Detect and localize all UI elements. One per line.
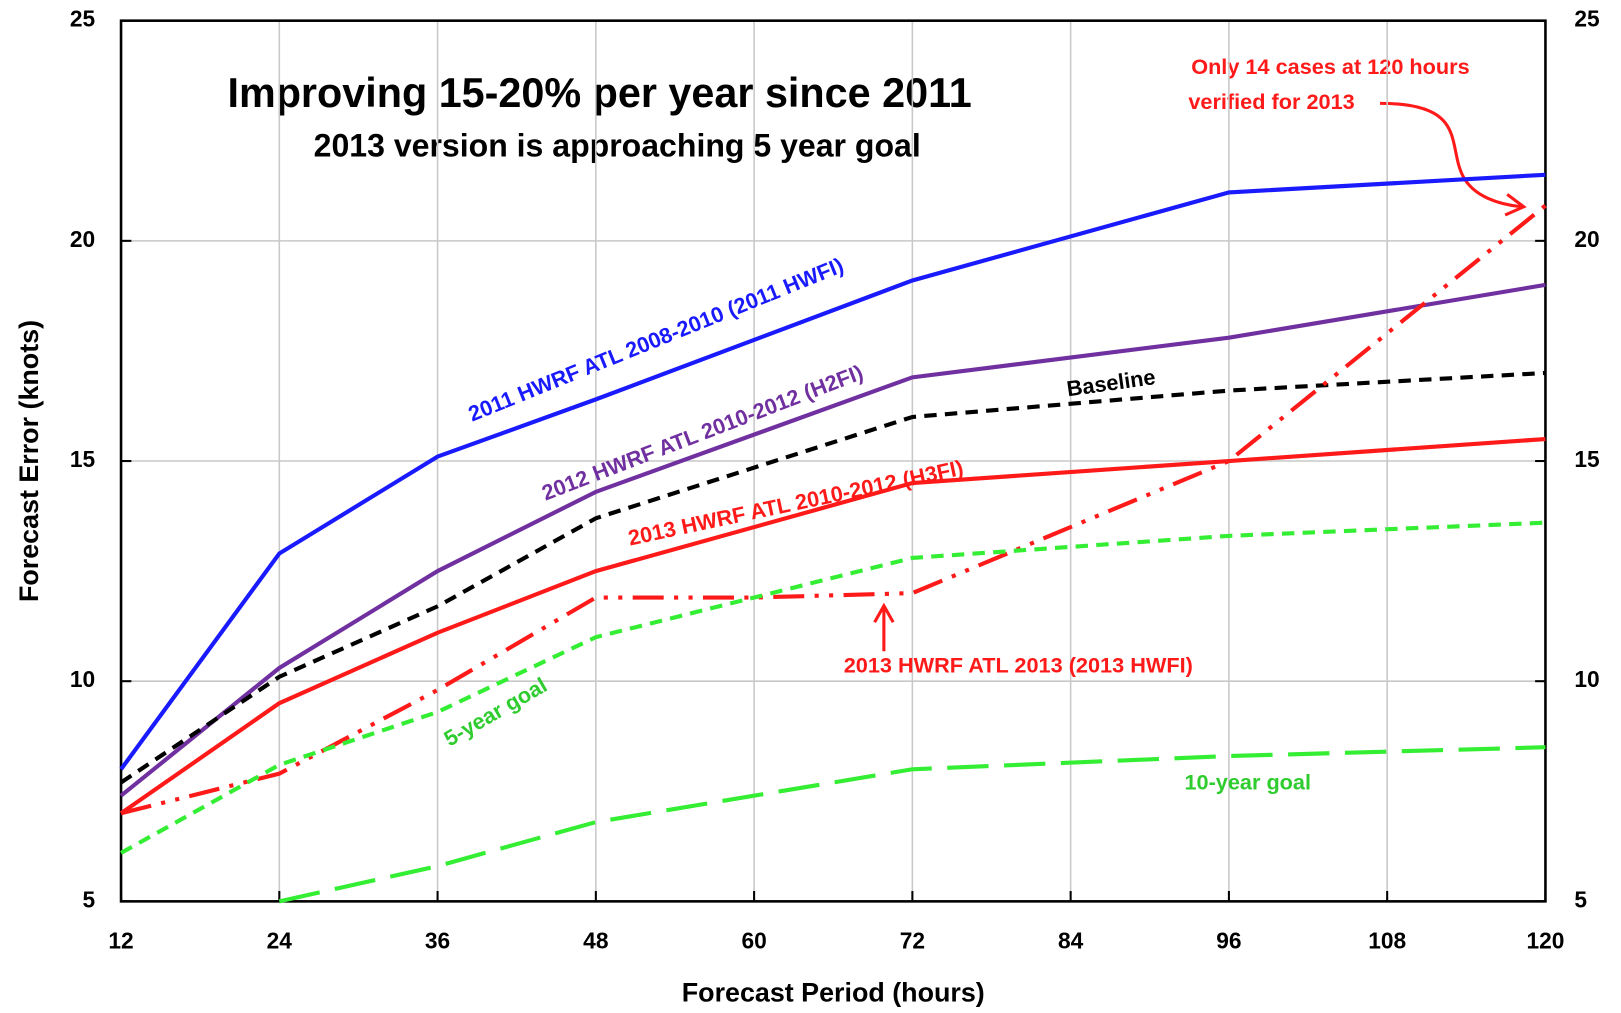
series-label: 5-year goal [440,672,552,751]
y-tick-label: 10 [70,666,95,692]
x-tick-label: 24 [267,928,293,954]
x-tick-label: 60 [741,928,766,954]
y2-tick-label: 15 [1574,446,1600,472]
series-line [278,745,1546,904]
x-tick-label: 84 [1058,928,1084,954]
annotation: Only 14 cases at 120 hours [1191,54,1469,79]
chart-title: Improving 15-20% per year since 2011 [227,70,971,116]
series-line [120,204,1547,816]
annotation-arrow [1380,101,1522,209]
x-tick-label: 72 [900,928,925,954]
x-tick-label: 36 [425,928,450,954]
series-line [119,370,1546,785]
chart-subtitle: 2013 version is approaching 5 year goal [314,127,921,163]
y-tick-label: 15 [70,446,96,472]
x-tick-label: 120 [1526,928,1564,954]
x-tick-label: 96 [1216,928,1241,954]
x-axis-title: Forecast Period (hours) [682,977,985,1007]
series-label: Baseline [1065,364,1157,401]
y2-tick-label: 5 [1574,886,1587,912]
arrow-head [1504,193,1527,217]
series-label: 10-year goal [1184,769,1311,794]
plot-frame [119,19,1547,903]
series-line [119,436,1546,815]
y2-tick-label: 20 [1574,226,1599,252]
series-line [119,282,1546,798]
y2-tick-label: 10 [1574,666,1599,692]
y2-tick-label: 25 [1574,6,1600,32]
series-line [119,172,1546,771]
series-label: 2012 HWRF ATL 2010-2012 (H2FI) [538,360,866,506]
annotation: verified for 2013 [1188,89,1354,114]
series-label: 2013 HWRF ATL 2010-2012 (H3FI) [626,455,966,551]
series-line [120,520,1546,855]
annotation-arrow [873,602,895,652]
y-tick-label: 20 [70,226,95,252]
y-axis-title: Forecast Error (knots) [14,320,44,602]
y-tick-label: 5 [83,886,96,912]
y-tick-label: 25 [70,6,96,32]
x-tick-label: 48 [583,928,608,954]
x-tick-label: 108 [1368,928,1406,954]
series-label: 2013 HWRF ATL 2013 (2013 HWFI) [844,652,1193,677]
x-tick-label: 12 [108,928,133,954]
